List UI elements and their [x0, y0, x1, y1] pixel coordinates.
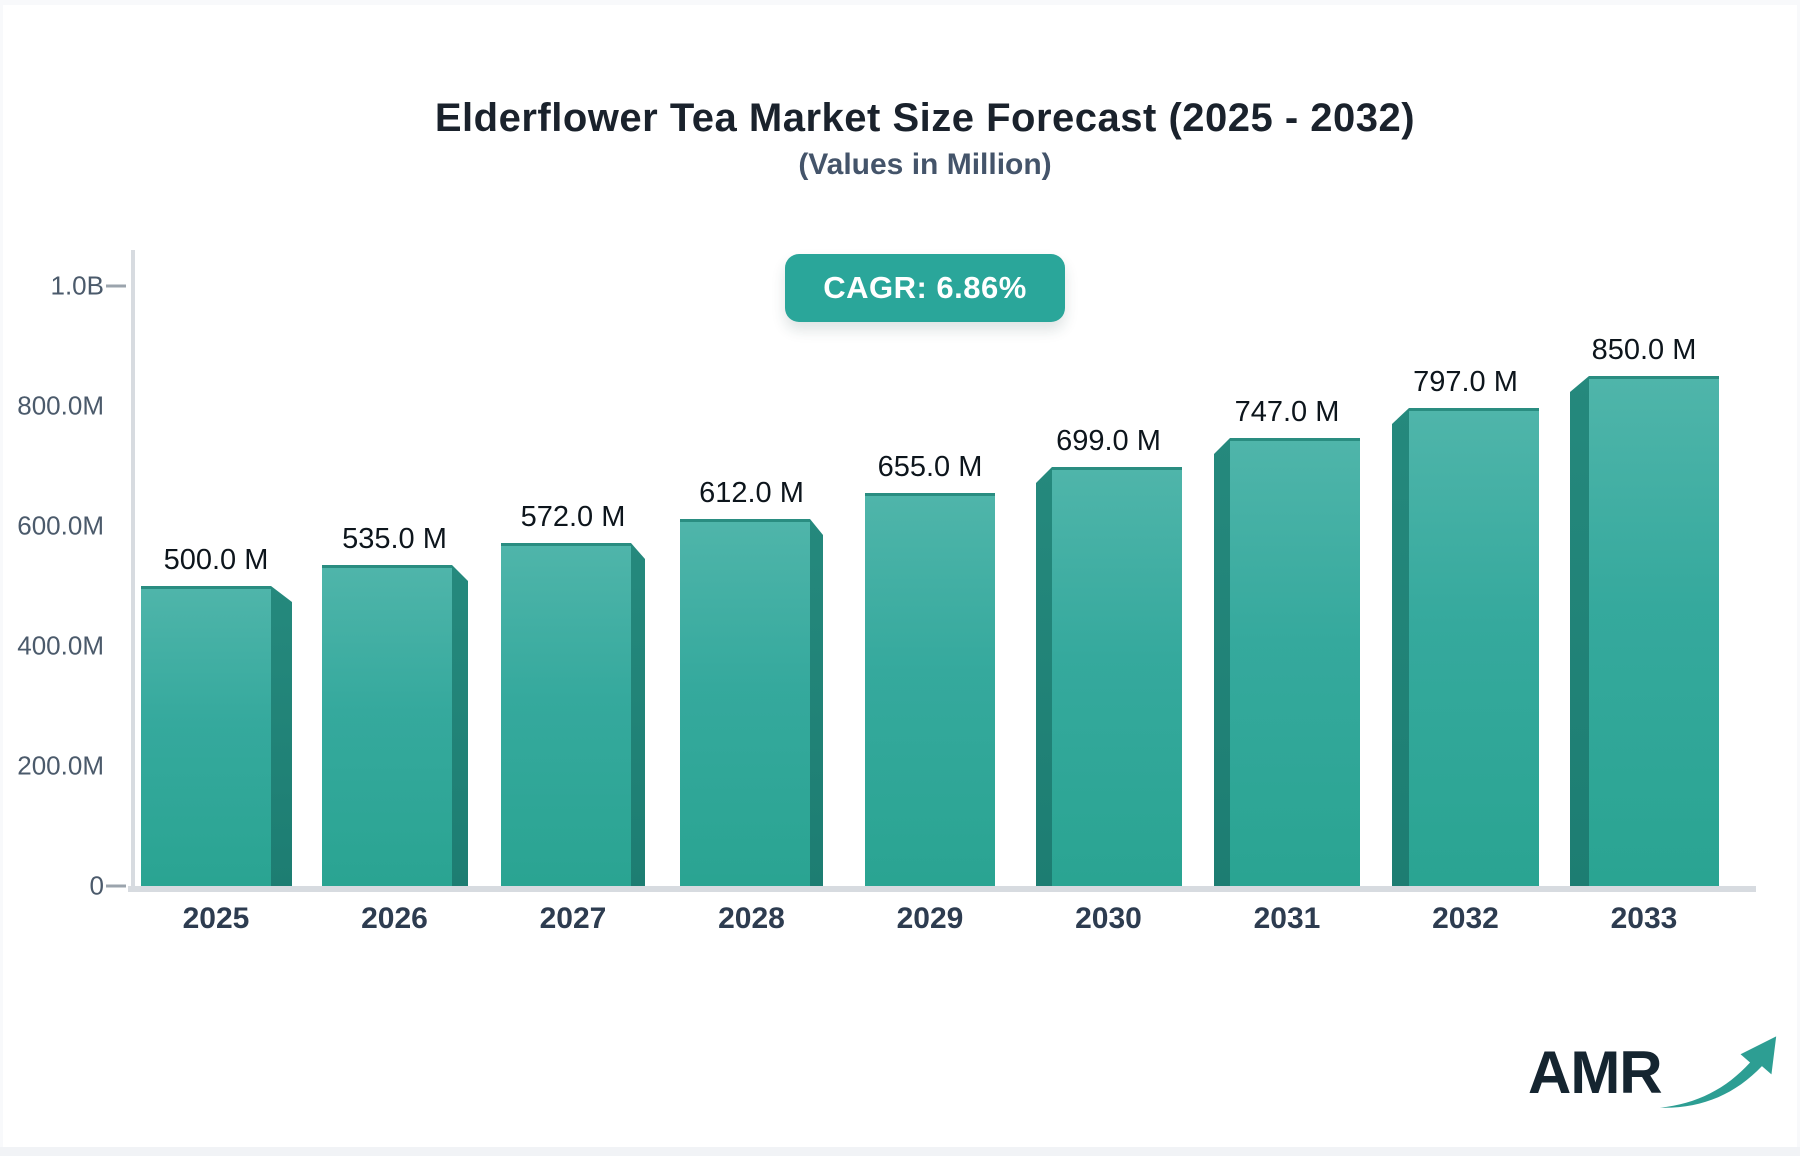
bar-front-face	[1052, 467, 1182, 886]
bar-value-label: 535.0 M	[342, 523, 447, 555]
y-tick-label: 200.0M	[17, 750, 104, 781]
x-axis-label-2028: 2028	[718, 902, 785, 935]
chart-subtitle: (Values in Million)	[798, 148, 1052, 181]
y-axis-line	[131, 250, 135, 892]
amr-logo: AMR	[1528, 1032, 1777, 1112]
y-tick-label: 600.0M	[17, 510, 104, 541]
bar-2029[interactable]	[865, 493, 995, 886]
bar-value-label: 572.0 M	[520, 501, 626, 533]
x-axis-line	[128, 886, 1756, 892]
bar-2033[interactable]	[1570, 376, 1719, 886]
bar-2027[interactable]	[501, 543, 645, 886]
bar-value-label: 797.0 M	[1413, 366, 1518, 398]
bar-front-face	[322, 565, 452, 886]
y-tick-label: 0	[89, 870, 104, 901]
chart-title: Elderflower Tea Market Size Forecast (20…	[434, 96, 1416, 140]
y-tick-label: 800.0M	[17, 390, 104, 421]
page-edge-bottom	[0, 1147, 1800, 1156]
x-axis-label-2033: 2033	[1610, 902, 1678, 935]
bar-side-face	[1036, 467, 1052, 886]
bar-side-face	[1392, 408, 1409, 886]
bar-value-label: 699.0 M	[1056, 425, 1161, 457]
bar-front-face	[141, 586, 271, 886]
cagr-badge: CAGR: 6.86%	[785, 254, 1065, 322]
bar-front-face	[1409, 408, 1539, 886]
bar-front-face	[1589, 376, 1719, 886]
bar-2030[interactable]	[1036, 467, 1182, 886]
bar-side-face	[452, 565, 468, 886]
bar-side-face	[271, 586, 292, 886]
bar-2028[interactable]	[680, 519, 823, 886]
x-axis-label-2027: 2027	[539, 902, 607, 935]
amr-logo-arrow-icon	[1659, 1036, 1777, 1108]
y-tick-mark	[106, 284, 126, 288]
x-axis-label-2030: 2030	[1075, 902, 1142, 935]
bar-value-label: 655.0 M	[877, 451, 983, 483]
bar-side-face	[810, 519, 823, 886]
x-axis-label-2025: 2025	[182, 902, 250, 935]
bar-front-face	[501, 543, 631, 886]
bar-2026[interactable]	[322, 565, 468, 886]
y-tick-label: 1.0B	[50, 270, 105, 301]
x-axis-label-2032: 2032	[1432, 902, 1499, 935]
page-edge-top	[0, 0, 1800, 5]
y-tick-mark	[106, 884, 126, 888]
bar-side-face	[631, 543, 645, 886]
bar-side-face	[1570, 376, 1589, 886]
cagr-badge-label: CAGR: 6.86%	[823, 270, 1027, 305]
bar-value-label: 747.0 M	[1234, 396, 1340, 428]
bar-value-label: 612.0 M	[699, 477, 804, 509]
y-tick-label: 400.0M	[17, 630, 104, 661]
x-axis-label-2029: 2029	[896, 902, 964, 935]
bar-side-face	[1214, 438, 1230, 886]
x-axis-label-2031: 2031	[1253, 902, 1321, 935]
bar-2025[interactable]	[141, 586, 292, 886]
bar-front-face	[1230, 438, 1360, 886]
x-axis-label-2026: 2026	[361, 902, 428, 935]
bar-2032[interactable]	[1392, 408, 1539, 886]
bar-2031[interactable]	[1214, 438, 1360, 886]
bar-front-face	[865, 493, 995, 886]
bar-value-label: 500.0 M	[163, 544, 269, 576]
amr-logo-text: AMR	[1528, 1039, 1663, 1106]
bar-value-label: 850.0 M	[1591, 334, 1697, 366]
bar-front-face	[680, 519, 810, 886]
